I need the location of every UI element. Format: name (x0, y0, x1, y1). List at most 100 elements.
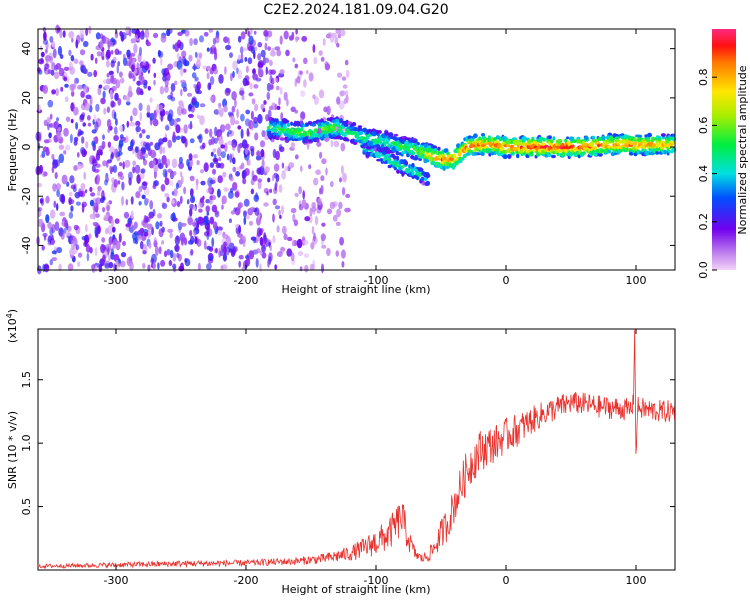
spectrogram-noise-cell (98, 84, 103, 89)
spectrogram-noise-cell (196, 238, 202, 247)
spectrogram-noise-cell (160, 112, 164, 122)
x-tick-label: -300 (104, 574, 129, 587)
spectrogram-noise-cell (69, 133, 73, 144)
spectrogram-noise-cell (77, 252, 83, 258)
spectrogram-noise-cell (255, 258, 259, 268)
spectrogram-noise-cell (51, 153, 55, 160)
spectrogram-noise-cell (174, 80, 178, 86)
spectrogram-noise-cell (194, 236, 198, 245)
spectrogram-noise-cell (231, 105, 236, 113)
spectrogram-noise-cell (108, 261, 114, 269)
spectrogram-ridge-cell (556, 152, 560, 156)
snr-y-ticks: 0.5 1.0 1.5 (20, 371, 675, 515)
spectrogram-noise-cell (241, 266, 246, 272)
spectrogram-noise-cell (87, 71, 93, 77)
spectrogram-noise-cell (130, 140, 134, 149)
spectrogram-noise-cell (216, 129, 222, 138)
spectrogram-noise-cell (87, 115, 91, 121)
spectrogram-noise-cell (262, 237, 266, 246)
spectrogram-noise-cell (106, 73, 110, 78)
spectrogram-noise-cell (172, 44, 176, 50)
spectrogram-ridge-cell (566, 136, 570, 140)
spectrogram-noise-cell (75, 39, 79, 49)
spectrogram-noise-cell (63, 66, 70, 71)
spectrogram-noise-cell (160, 56, 163, 66)
spectrogram-noise-cell (166, 158, 171, 167)
spectrogram-noise-cell (183, 124, 187, 131)
spectrogram-noise-cell (250, 27, 253, 35)
spectrogram-noise-cell (101, 237, 106, 243)
spectrogram-noise-cell (173, 188, 178, 197)
spectrogram-noise-cell (104, 227, 109, 235)
spectrogram-noise-cell (178, 100, 184, 107)
spectrogram-noise-cell (180, 79, 187, 84)
spectrogram-noise-cell (145, 198, 150, 204)
spectrogram-noise-cell (48, 56, 54, 64)
spectrogram-noise-cell (271, 174, 275, 182)
spectrogram-noise-cell (275, 173, 280, 182)
spectrogram-ridge-cell (499, 146, 505, 152)
spectrogram-noise-cell (107, 225, 114, 235)
spectrogram-noise-cell (180, 88, 183, 97)
spectrogram-noise-cell (234, 120, 239, 125)
spectrogram-noise-cell (253, 236, 257, 244)
spectrogram-noise-cell (229, 52, 233, 58)
spectrogram-ridge-cell (607, 149, 612, 154)
spectrogram-noise-cell (237, 125, 242, 130)
spectrogram-noise-cell (319, 151, 323, 159)
spectrogram-noise-cell (294, 192, 299, 197)
spectrogram-ridge-cell (366, 145, 372, 150)
spectrogram-noise-cell (91, 140, 96, 147)
spectrogram-noise-cell (248, 92, 254, 97)
spectrogram-noise-cell (164, 192, 170, 198)
spectrogram-noise-cell (225, 123, 231, 131)
spectrogram-noise-cell (209, 128, 213, 138)
spectrogram-noise-cell (250, 206, 255, 211)
spectrogram-noise-cell (325, 167, 328, 176)
spectrogram-noise-cell (144, 29, 150, 39)
spectrogram-noise-cell (101, 140, 106, 149)
spectrogram-noise-cell (72, 186, 77, 193)
spectrogram-noise-cell (257, 178, 263, 183)
spectrogram-noise-cell (178, 161, 185, 170)
spectrogram-noise-cell (145, 134, 151, 139)
spectrogram-noise-cell (238, 224, 242, 234)
spectrogram-ridge-cell (597, 143, 600, 148)
spectrogram-noise-cell (71, 37, 74, 43)
spectrogram-branch-cell (420, 176, 425, 181)
spectrogram-noise-cell (290, 207, 297, 214)
spectrogram-noise-cell (217, 106, 222, 114)
spectrogram-noise-cell (231, 143, 236, 151)
spectrogram-ridge-cell (331, 126, 336, 131)
spectrogram-ridge-cell (507, 154, 512, 160)
spectrogram-ridge-cell (658, 137, 661, 141)
spectrogram-noise-cell (132, 232, 138, 241)
spectrogram-noise-cell (265, 114, 269, 122)
spectrogram-noise-cell (59, 211, 66, 217)
spectrogram-noise-cell (239, 46, 244, 54)
x-tick-label: 100 (626, 574, 647, 587)
spectrogram-noise-cell (74, 191, 81, 199)
snr-x-axis-label: Height of straight line (km) (281, 583, 430, 596)
spectrogram-noise-cell (241, 95, 245, 101)
spectrogram-noise-cell (294, 63, 299, 69)
spectrogram-noise-cell (340, 29, 346, 37)
spectrogram-noise-cell (245, 215, 250, 220)
spectrogram-noise-cell (179, 171, 183, 178)
spectrogram-noise-cell (178, 156, 183, 164)
spectrogram-ridge-cell (444, 165, 450, 169)
spectrogram-ridge-cell (583, 142, 589, 146)
spectrogram-noise-cell (40, 197, 45, 207)
y-tick-label: 20 (20, 91, 33, 105)
spectrogram-noise-cell (43, 31, 47, 41)
spectrogram-noise-cell (75, 201, 81, 206)
spectrogram-ridge-cell (487, 135, 491, 140)
spectrogram-ridge-cell (362, 143, 366, 148)
spectrogram-noise-cell (281, 162, 285, 169)
spectrogram-noise-cell (226, 153, 230, 161)
spectrogram-noise-cell (330, 139, 334, 148)
spectrogram-noise-cell (176, 52, 180, 59)
spectrogram-noise-cell (193, 38, 198, 46)
spectrogram-noise-cell (247, 30, 251, 37)
spectrogram-noise-cell (264, 35, 269, 42)
